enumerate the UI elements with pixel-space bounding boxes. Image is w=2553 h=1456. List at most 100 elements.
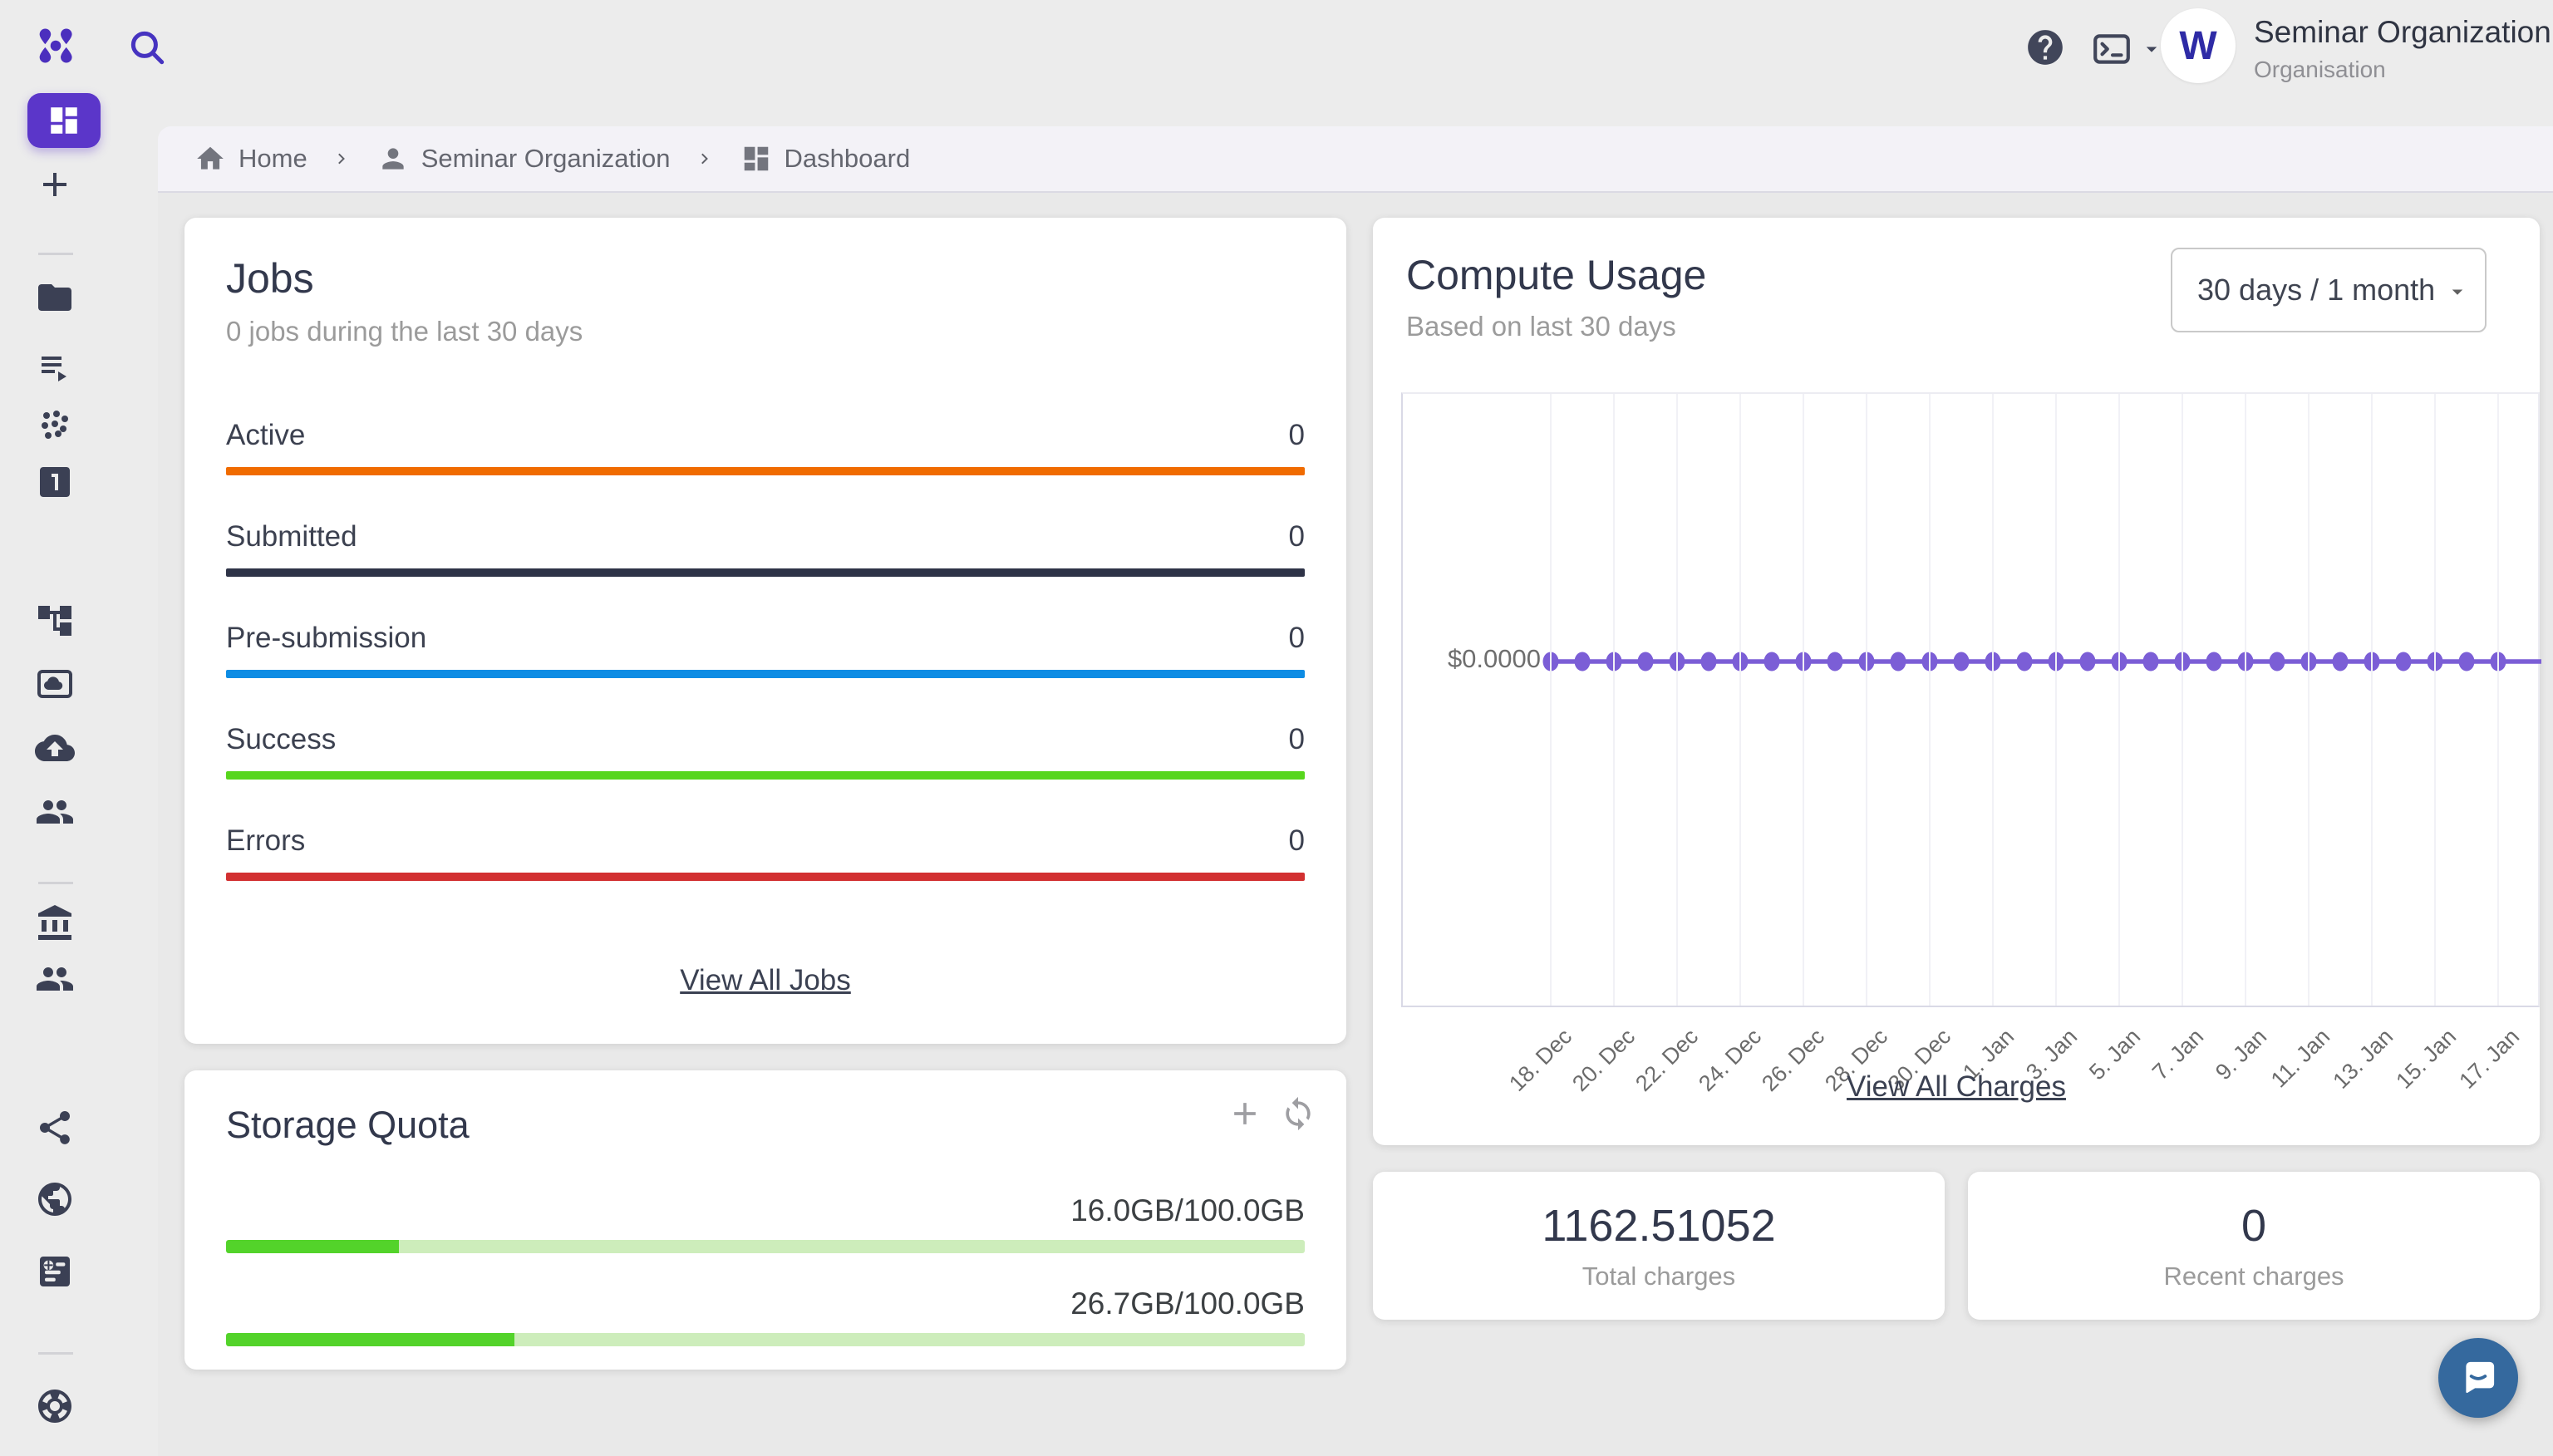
sidebar-item-bank[interactable] — [35, 903, 75, 943]
storage-quota-card: Storage Quota 16.0GB/100.0GB26.7GB/100.0… — [184, 1070, 1346, 1370]
chart-gridline — [2245, 394, 2246, 1006]
help-icon[interactable] — [2024, 27, 2066, 68]
job-status-value: 0 — [1289, 622, 1305, 655]
sidebar-divider — [38, 253, 73, 255]
date-range-select[interactable]: 30 days / 1 month — [2171, 248, 2487, 332]
bank-icon — [35, 903, 75, 943]
add-quota-icon[interactable] — [1227, 1095, 1263, 1132]
chart-gridline — [1676, 394, 1678, 1006]
chart-gridline — [2308, 394, 2310, 1006]
breadcrumb-item-seminar-organization[interactable]: Seminar Organization — [377, 143, 671, 175]
groups-icon — [35, 792, 75, 832]
chart-y-tick-label: $0.0000 — [1403, 644, 1541, 674]
search-icon[interactable] — [126, 27, 168, 68]
chart-gridline — [1550, 394, 1552, 1006]
recent-charges-card: 0 Recent charges — [1968, 1172, 2540, 1320]
sidebar-item-groups[interactable] — [35, 792, 75, 832]
chat-bubble-icon — [2456, 1355, 2501, 1400]
chart-data-point — [2459, 652, 2475, 671]
groups-icon — [35, 959, 75, 999]
select-caret-icon — [2445, 279, 2470, 304]
chart-data-point — [2396, 652, 2412, 671]
chart-data-point — [1701, 652, 1717, 671]
sidebar-item-account-tree[interactable] — [35, 601, 75, 641]
add-icon — [35, 165, 75, 204]
total-charges-card: 1162.51052 Total charges — [1373, 1172, 1945, 1320]
sidebar-item-globe[interactable] — [35, 1179, 75, 1219]
storage-progress-fill — [226, 1333, 514, 1346]
storage-progress-track — [226, 1240, 1305, 1253]
chart-gridline — [2434, 394, 2436, 1006]
chart-gridline — [2182, 394, 2183, 1006]
sidebar-item-dashboard-active[interactable] — [27, 93, 101, 148]
sidebar-item-folder[interactable] — [35, 278, 75, 317]
job-status-bar — [226, 670, 1305, 678]
org-avatar[interactable]: W — [2161, 8, 2236, 83]
recent-charges-value: 0 — [2241, 1200, 2266, 1252]
chart-data-point — [2333, 652, 2349, 671]
sidebar-item-scatter-dots[interactable] — [35, 406, 75, 445]
sidebar-item-image-card[interactable] — [35, 664, 75, 704]
sidebar-item-share[interactable] — [35, 1108, 75, 1148]
app-logo-icon[interactable] — [32, 22, 80, 70]
breadcrumb-item-dashboard[interactable]: Dashboard — [740, 143, 911, 175]
sidebar-item-groups[interactable] — [35, 959, 75, 999]
looks-one-icon — [35, 462, 75, 502]
sidebar-divider — [38, 1352, 73, 1355]
terminal-icon[interactable] — [2091, 28, 2132, 70]
chart-gridline — [2118, 394, 2120, 1006]
recent-charges-label: Recent charges — [2163, 1262, 2344, 1291]
chart-gridline — [2371, 394, 2373, 1006]
storage-quota-title: Storage Quota — [226, 1104, 1305, 1147]
view-all-jobs-link[interactable]: View All Jobs — [184, 964, 1346, 997]
sidebar-item-looks-one[interactable] — [35, 462, 75, 502]
job-status-row-active: Active0 — [226, 419, 1305, 475]
org-subtitle: Organisation — [2254, 57, 2386, 83]
jobs-rows: Active0Submitted0Pre-submission0Success0… — [226, 419, 1305, 881]
job-status-value: 0 — [1289, 520, 1305, 553]
job-status-bar — [226, 771, 1305, 780]
chart-gridline — [1739, 394, 1741, 1006]
share-icon — [35, 1108, 75, 1148]
total-charges-value: 1162.51052 — [1542, 1200, 1775, 1252]
sidebar-item-playlist-play[interactable] — [35, 347, 75, 386]
storage-quota-value: 16.0GB/100.0GB — [226, 1193, 1305, 1228]
chart-data-point — [2143, 652, 2159, 671]
job-status-row-submitted: Submitted0 — [226, 520, 1305, 577]
chart-gridline — [1992, 394, 1994, 1006]
chart-data-point — [2080, 652, 2096, 671]
dashboard-icon — [47, 103, 81, 138]
chart-data-point — [1891, 652, 1906, 671]
playlist-play-icon — [35, 347, 75, 386]
sidebar-item-lifebuoy[interactable] — [35, 1386, 75, 1426]
cloud-upload-icon — [35, 728, 75, 768]
main-content: Jobs 0 jobs during the last 30 days Acti… — [158, 193, 2553, 1456]
breadcrumb-label: Seminar Organization — [421, 144, 671, 174]
breadcrumb-item-home[interactable]: Home — [194, 143, 307, 175]
breadcrumb: Home Seminar Organization Dashboard — [158, 126, 2553, 193]
sidebar-item-add[interactable] — [35, 165, 75, 204]
date-range-value: 30 days / 1 month — [2197, 273, 2435, 307]
globe-icon — [35, 1179, 75, 1219]
job-status-value: 0 — [1289, 723, 1305, 756]
sidebar-item-cloud-upload[interactable] — [35, 728, 75, 768]
job-status-value: 0 — [1289, 824, 1305, 858]
sidebar-item-feed-globe[interactable] — [35, 1252, 75, 1291]
storage-quota-item: 16.0GB/100.0GB — [226, 1193, 1305, 1253]
folder-icon — [35, 278, 75, 317]
job-status-bar — [226, 568, 1305, 577]
job-status-label: Success — [226, 723, 336, 756]
chart-gridline — [2497, 394, 2499, 1006]
breadcrumb-label: Home — [239, 144, 307, 174]
org-name: Seminar Organization — [2254, 15, 2551, 50]
chart-data-point — [2017, 652, 2033, 671]
image-card-icon — [35, 664, 75, 704]
home-icon — [194, 143, 226, 175]
dashboard-icon — [740, 143, 772, 175]
view-all-charges-link[interactable]: View All Charges — [1373, 1070, 2540, 1104]
chart-gridline — [1929, 394, 1931, 1006]
jobs-card: Jobs 0 jobs during the last 30 days Acti… — [184, 218, 1346, 1044]
chat-support-button[interactable] — [2438, 1338, 2518, 1418]
refresh-quota-icon[interactable] — [1280, 1095, 1316, 1132]
job-status-value: 0 — [1289, 419, 1305, 452]
